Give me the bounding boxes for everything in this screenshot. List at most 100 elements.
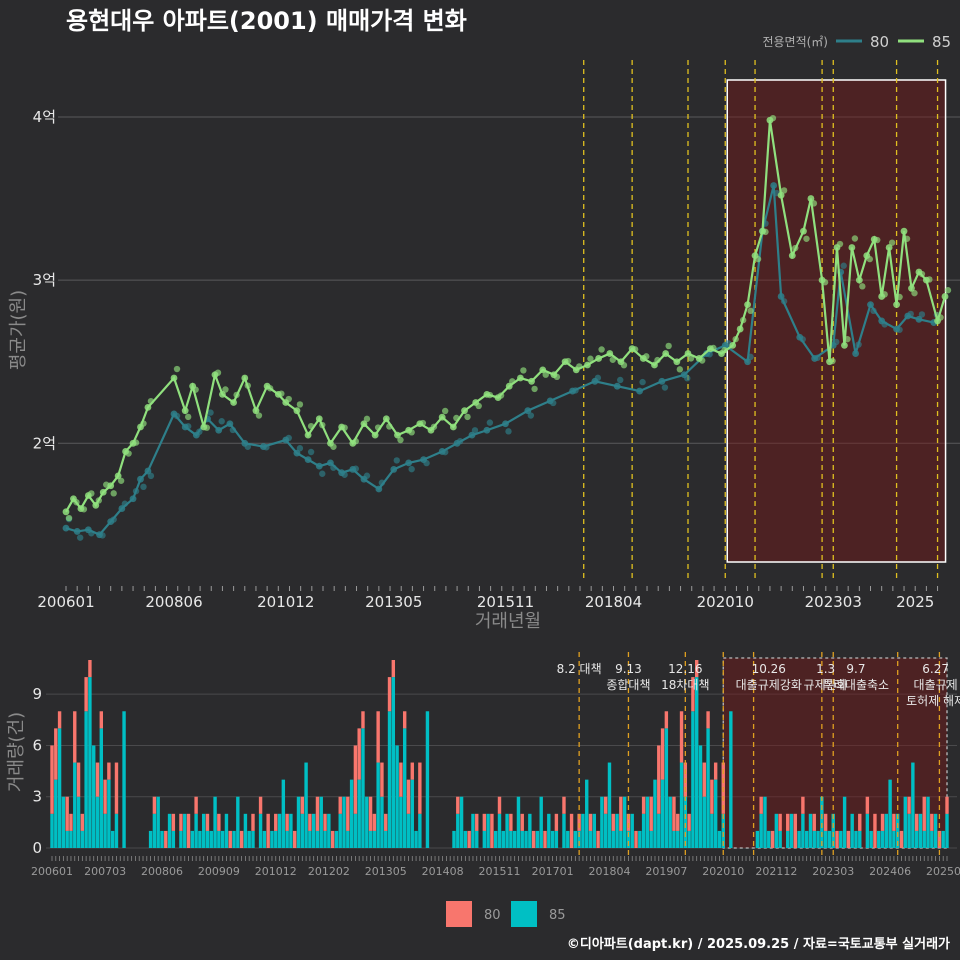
series-point-80 [770, 182, 778, 189]
bar-85 [122, 711, 126, 848]
bar-80 [346, 796, 350, 831]
bar-80 [330, 830, 335, 848]
series-point-85 [937, 314, 944, 321]
policy-annotation: 9.7 [846, 662, 865, 676]
series-point-85 [117, 477, 125, 484]
series-point-80 [486, 419, 494, 426]
series-point-85 [497, 392, 505, 399]
bar-85 [190, 830, 195, 848]
series-point-80 [852, 350, 860, 357]
policy-annotation: 12.16 [668, 662, 702, 676]
bar-85 [804, 830, 809, 848]
bar-85 [581, 813, 585, 848]
series-point-85 [341, 424, 348, 431]
series-point-85 [609, 356, 616, 363]
series-point-85 [851, 235, 859, 242]
series-point-85 [394, 431, 401, 439]
series-point-85 [662, 350, 670, 357]
series-point-85 [244, 382, 251, 389]
bar-85 [888, 779, 892, 848]
series-point-85 [829, 357, 836, 365]
bar-85 [475, 830, 479, 848]
bottom-x-tick-label: 201012 [255, 865, 297, 878]
bar-80 [657, 745, 661, 814]
series-point-85 [505, 382, 513, 390]
bar-85 [884, 813, 889, 848]
series-point-80 [907, 310, 914, 318]
bar-85 [224, 813, 229, 848]
bar-85 [816, 830, 820, 848]
bar-80 [402, 711, 407, 729]
series-point-85 [918, 270, 926, 278]
bar-80 [702, 762, 706, 797]
series-point-85 [307, 422, 315, 430]
series-point-80 [315, 462, 323, 470]
bar-85 [823, 830, 828, 848]
bar-85 [311, 813, 316, 848]
bar-85 [535, 830, 540, 848]
series-point-80 [549, 399, 557, 407]
top-x-tick-label: 202303 [805, 593, 862, 611]
bar-80 [801, 796, 805, 814]
bar-85 [285, 830, 289, 848]
bar-85 [577, 830, 581, 848]
series-point-85 [736, 325, 744, 333]
bar-80 [873, 813, 877, 848]
policy-annotation: 18차대책 [661, 677, 709, 692]
bar-85 [406, 813, 411, 848]
bar-85 [922, 830, 926, 848]
series-point-85 [352, 438, 359, 445]
series-point-85 [900, 227, 908, 235]
series-point-80 [855, 341, 862, 348]
policy-annotation: 토허제 해제 [906, 694, 960, 708]
bar-85 [418, 813, 422, 848]
series-point-85 [520, 367, 527, 374]
series-point-85 [684, 350, 692, 357]
bottom-gridlines [46, 693, 957, 849]
policy-annotation: 6.27 [922, 662, 949, 676]
bar-85 [509, 830, 513, 848]
series-point-80 [62, 524, 70, 532]
bar-85 [80, 830, 85, 848]
bar-85 [471, 813, 475, 848]
bar-80 [880, 813, 885, 831]
top-y-tick-label: 3억 [33, 271, 56, 289]
bar-80 [99, 711, 104, 729]
bar-85 [372, 830, 377, 848]
bar-85 [391, 677, 396, 848]
bar-80 [823, 813, 828, 831]
bar-80 [410, 762, 414, 780]
series-point-80 [215, 426, 223, 434]
series-point-85 [844, 335, 851, 343]
bar-85 [262, 830, 267, 848]
policy-annotation: 규제완화 [804, 678, 848, 692]
bar-80 [922, 796, 926, 831]
bar-85 [236, 796, 240, 848]
series-point-85 [721, 346, 728, 354]
bar-85 [729, 711, 733, 848]
bar-80 [95, 762, 100, 797]
bar-80 [907, 796, 911, 814]
top-x-tick-label: 201804 [585, 593, 642, 611]
bar-85 [353, 813, 358, 848]
series-point-85 [453, 414, 460, 422]
bar-85 [232, 830, 236, 848]
bar-85 [247, 830, 251, 848]
bar-85 [152, 813, 157, 848]
series-point-80 [870, 307, 877, 315]
series-point-85 [926, 276, 933, 283]
top-y-tick-label: 4억 [33, 108, 56, 126]
bar-80 [338, 796, 342, 814]
bar-85 [698, 745, 703, 848]
bar-80 [372, 813, 377, 831]
bar-85 [205, 830, 210, 848]
series-point-85 [528, 377, 535, 385]
bottom-y-tick-labels: 0 3 6 9 [32, 685, 42, 857]
top-y-axis-title: 평균가(원) [8, 290, 29, 370]
bar-85 [827, 830, 832, 848]
bottom-x-tick-label: 202010 [702, 865, 744, 878]
series-point-80 [73, 528, 81, 535]
bar-85 [562, 813, 566, 848]
series-point-85 [110, 490, 117, 497]
series-point-85 [769, 114, 777, 122]
